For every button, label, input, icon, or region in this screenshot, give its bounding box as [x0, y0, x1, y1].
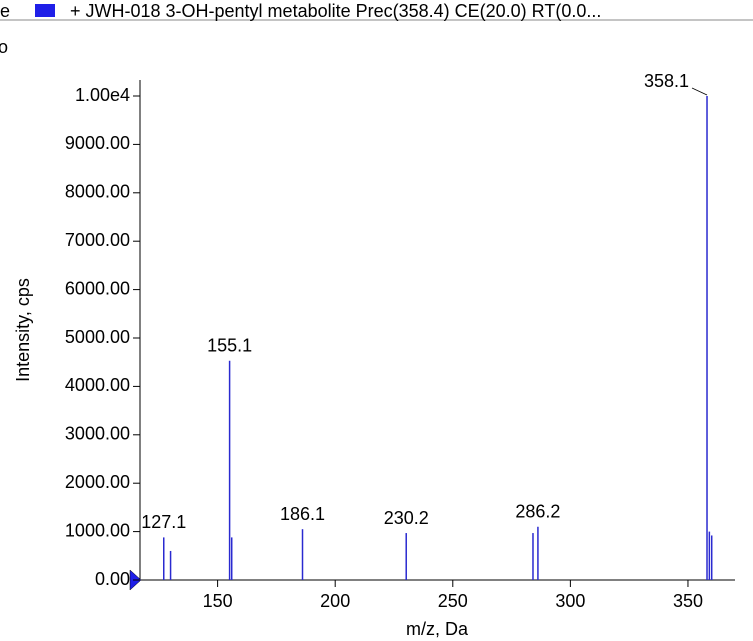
x-tick-label: 250: [438, 591, 468, 611]
peak-label: 358.1: [644, 71, 689, 91]
legend-swatch: [35, 4, 55, 17]
x-tick-label: 150: [203, 591, 233, 611]
peak-label: 286.2: [515, 502, 560, 522]
y-tick-label: 7000.00: [65, 230, 130, 250]
y-axis-label: Intensity, cps: [13, 278, 33, 382]
peak-label: 230.2: [384, 508, 429, 528]
peak-label: 186.1: [280, 504, 325, 524]
y-tick-label: 2000.00: [65, 472, 130, 492]
peak-label: 155.1: [207, 335, 252, 355]
x-tick-label: 200: [320, 591, 350, 611]
x-tick-label: 300: [555, 591, 585, 611]
x-tick-label: 350: [673, 591, 703, 611]
y-tick-label: 3000.00: [65, 424, 130, 444]
cut-text: e: [0, 1, 10, 21]
x-axis-label: m/z, Da: [406, 619, 469, 639]
y-tick-label: 0.00: [95, 569, 130, 589]
label-leader: [691, 87, 708, 96]
y-tick-label: 6000.00: [65, 278, 130, 298]
y-tick-label: 5000.00: [65, 327, 130, 347]
peak-label: 127.1: [141, 512, 186, 532]
cut-text: o: [0, 37, 8, 57]
y-tick-label: 8000.00: [65, 182, 130, 202]
y-tick-label: 9000.00: [65, 133, 130, 153]
y-tick-label: 4000.00: [65, 375, 130, 395]
y-tick-label: 1.00e4: [75, 85, 130, 105]
legend-text: + JWH-018 3-OH-pentyl metabolite Prec(35…: [70, 1, 601, 21]
y-tick-label: 1000.00: [65, 520, 130, 540]
